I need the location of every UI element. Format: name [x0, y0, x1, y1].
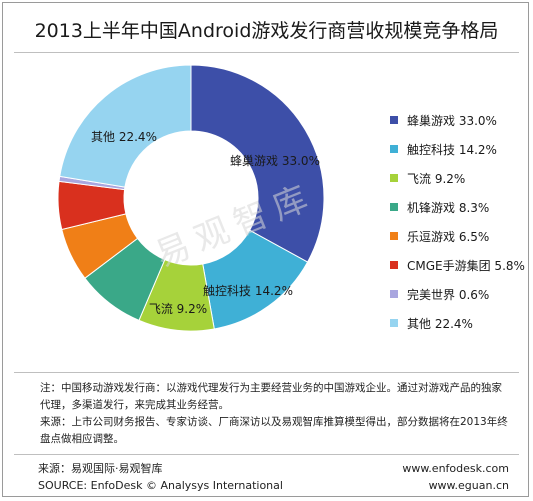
slice-label-2: 触控科技 14.2% [203, 284, 293, 298]
legend-swatch [390, 116, 398, 124]
legend-item-8: 其他 22.4% [390, 313, 525, 333]
slice-label-8: 其他 22.4% [91, 130, 157, 144]
footer-source: 来源：易观国际·易观智库 SOURCE: EnfoDesk © Analysys… [38, 460, 283, 494]
legend-swatch [390, 319, 398, 327]
slice-1 [190, 64, 325, 263]
note-source: 来源：上市公司财务报告、专家访谈、厂商深访以及易观智库推算模型得出，部分数据将在… [40, 416, 508, 445]
legend-label: CMGE手游集团 5.8% [407, 258, 525, 273]
slice-label-1: 蜂巢游戏 33.0% [230, 154, 320, 168]
legend-item-6: CMGE手游集团 5.8% [390, 255, 525, 275]
legend-item-3: 飞流 9.2% [390, 168, 525, 188]
notes-block: 注：中国移动游戏发行商：以游戏代理发行为主要经营业务的中国游戏企业。通过对游戏产… [40, 380, 510, 448]
url-eguan: www.eguan.cn [428, 479, 509, 492]
title-divider [14, 52, 519, 53]
chart-title: 2013上半年中国Android游戏发行商营收规模竞争格局 [34, 20, 499, 42]
legend-item-4: 机锋游戏 8.3% [390, 197, 525, 217]
legend-item-2: 触控科技 14.2% [390, 139, 525, 159]
legend-swatch [390, 174, 398, 182]
footer-divider [14, 454, 519, 455]
source-cn: 来源：易观国际·易观智库 [38, 462, 163, 475]
legend-label: 其他 22.4% [407, 316, 473, 331]
legend-label: 飞流 9.2% [407, 171, 466, 186]
legend-swatch [390, 203, 398, 211]
legend-label: 蜂巢游戏 33.0% [407, 113, 497, 128]
legend-swatch [390, 290, 398, 298]
legend-swatch [390, 232, 398, 240]
notes-divider [14, 372, 519, 373]
donut-slices [57, 64, 325, 332]
legend-label: 触控科技 14.2% [407, 142, 497, 157]
legend-label: 完美世界 0.6% [407, 287, 490, 302]
slice-labels: 蜂巢游戏 33.0% 触控科技 14.2% 飞流 9.2% 其他 22.4% [91, 130, 320, 316]
legend-swatch [390, 261, 398, 269]
footer-urls: www.enfodesk.com www.eguan.cn [402, 460, 509, 494]
legend-item-5: 乐逗游戏 6.5% [390, 226, 525, 246]
legend-item-1: 蜂巢游戏 33.0% [390, 110, 525, 130]
source-en: SOURCE: EnfoDesk © Analysys Internationa… [38, 479, 283, 492]
chart-legend: 蜂巢游戏 33.0% 触控科技 14.2% 飞流 9.2% 机锋游戏 8.3% 乐逗游戏… [390, 110, 525, 342]
slice-label-3: 飞流 9.2% [149, 302, 207, 316]
legend-label: 乐逗游戏 6.5% [407, 229, 490, 244]
slice-8 [59, 64, 192, 188]
legend-label: 机锋游戏 8.3% [407, 200, 490, 215]
legend-item-7: 完美世界 0.6% [390, 284, 525, 304]
url-enfodesk: www.enfodesk.com [402, 462, 509, 475]
note-definition: 注：中国移动游戏发行商：以游戏代理发行为主要经营业务的中国游戏企业。通过对游戏产… [40, 382, 502, 411]
legend-swatch [390, 145, 398, 153]
